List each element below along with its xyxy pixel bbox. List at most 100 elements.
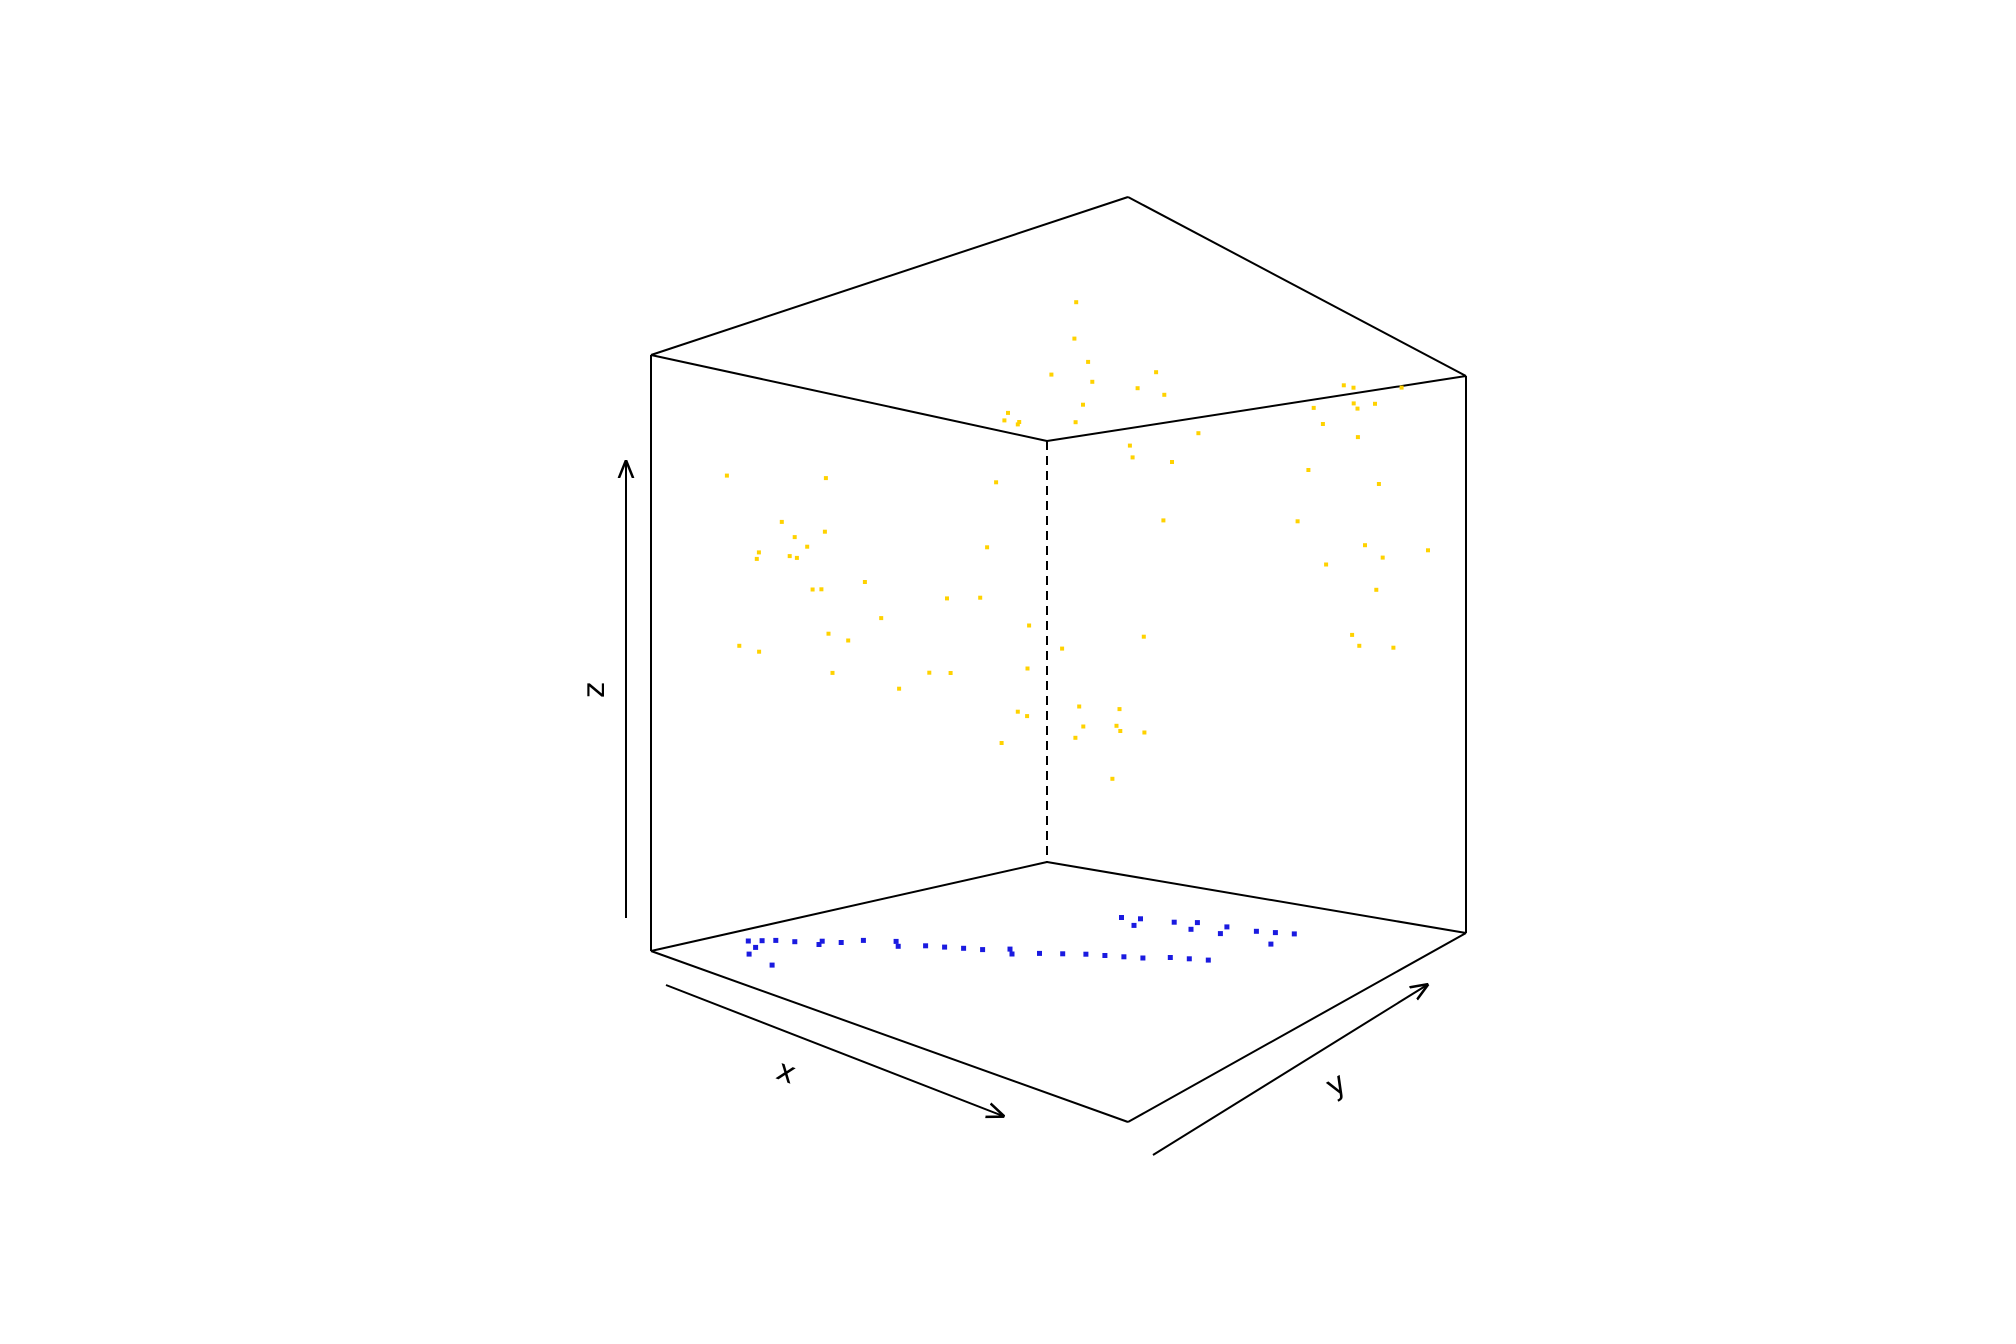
data-point	[794, 555, 799, 560]
data-point	[737, 643, 742, 648]
data-point	[1025, 666, 1030, 671]
axes: x y z	[577, 462, 1427, 1156]
data-point	[1127, 443, 1132, 448]
data-point	[1025, 714, 1030, 719]
projection-point	[1217, 931, 1223, 937]
data-point	[1002, 418, 1007, 423]
data-point	[1049, 372, 1054, 377]
data-point	[1086, 359, 1091, 364]
data-point	[1391, 645, 1396, 650]
box-edge-floor-front-right	[1127, 932, 1467, 1123]
data-point	[779, 519, 784, 524]
data-point	[1170, 460, 1174, 464]
box-edge-floor-front-left	[650, 950, 1129, 1123]
data-point	[1027, 623, 1032, 628]
projection-point	[893, 938, 899, 944]
projection-point	[1140, 955, 1146, 961]
projection-point	[895, 943, 901, 949]
data-point	[999, 741, 1004, 745]
data-point	[810, 587, 815, 592]
projection-point	[942, 944, 948, 950]
projection-point	[1007, 946, 1013, 952]
data-point	[1110, 776, 1115, 781]
data-point	[1295, 519, 1300, 524]
data-point	[1114, 723, 1119, 728]
projection-point	[1037, 950, 1042, 956]
data-point	[1363, 543, 1367, 548]
data-point	[1426, 548, 1430, 553]
box-edge-top-front-right	[1046, 375, 1467, 442]
projection-point	[860, 937, 866, 943]
data-point	[1196, 431, 1201, 436]
data-point	[757, 649, 762, 654]
projection-point	[1188, 926, 1194, 932]
data-point	[862, 580, 867, 584]
data-point	[1324, 562, 1329, 567]
data-point	[792, 535, 797, 540]
projection-point	[792, 939, 798, 945]
data-point	[1376, 482, 1381, 486]
data-point	[1072, 336, 1077, 341]
data-point	[819, 587, 824, 592]
projection-point	[1121, 954, 1127, 960]
data-point	[1017, 420, 1022, 424]
projection-point	[1060, 951, 1066, 957]
projection-point	[1171, 919, 1177, 925]
projection-point	[1253, 928, 1259, 934]
data-point	[1073, 735, 1078, 740]
projection-point	[773, 937, 779, 943]
data-point	[1162, 392, 1167, 397]
data-point	[1081, 402, 1085, 407]
projection-point	[1194, 920, 1200, 926]
projection-point	[1119, 915, 1124, 920]
data-point	[927, 670, 932, 675]
data-points	[724, 300, 1430, 968]
projection-point	[753, 944, 759, 950]
data-point	[978, 595, 983, 600]
data-point	[1341, 383, 1346, 388]
data-point	[1074, 300, 1079, 305]
data-point	[1161, 518, 1166, 523]
projection-point	[746, 951, 752, 957]
z-axis-label: z	[577, 682, 612, 698]
projection-point	[745, 938, 751, 944]
x-axis-label: x	[772, 1053, 801, 1092]
data-point	[1118, 729, 1123, 733]
data-point	[1117, 707, 1122, 712]
bounding-box	[650, 196, 1467, 1123]
data-point	[1380, 555, 1385, 560]
data-point	[823, 476, 828, 481]
projection-point	[838, 940, 844, 945]
data-point	[879, 616, 884, 621]
data-point	[830, 670, 835, 675]
data-point	[1374, 587, 1379, 592]
projection-point	[1131, 922, 1137, 928]
data-point	[1015, 709, 1020, 714]
data-point	[1351, 401, 1356, 406]
box-edge-top-left	[650, 196, 1129, 356]
x-axis-arrow	[665, 984, 1003, 1116]
data-point	[1311, 405, 1316, 410]
projection-point	[1272, 930, 1278, 936]
data-point	[1141, 634, 1146, 639]
data-point	[1090, 379, 1095, 384]
data-point	[1060, 646, 1065, 651]
data-point	[1306, 468, 1311, 472]
data-point	[756, 550, 761, 555]
data-point	[1351, 385, 1356, 390]
data-point	[1073, 420, 1078, 425]
projection-point	[1291, 931, 1297, 937]
projection-point	[1102, 953, 1108, 958]
box-edge-top-front-left	[650, 354, 1048, 442]
box-edge-floor-back-right	[1046, 861, 1467, 934]
data-point	[1320, 422, 1325, 426]
data-point	[1015, 422, 1020, 427]
data-point	[846, 638, 851, 643]
data-point	[724, 473, 729, 478]
data-point	[1006, 410, 1010, 415]
data-point	[826, 631, 831, 636]
projection-point	[1224, 924, 1230, 930]
data-point	[1081, 724, 1086, 729]
data-point	[822, 529, 827, 534]
